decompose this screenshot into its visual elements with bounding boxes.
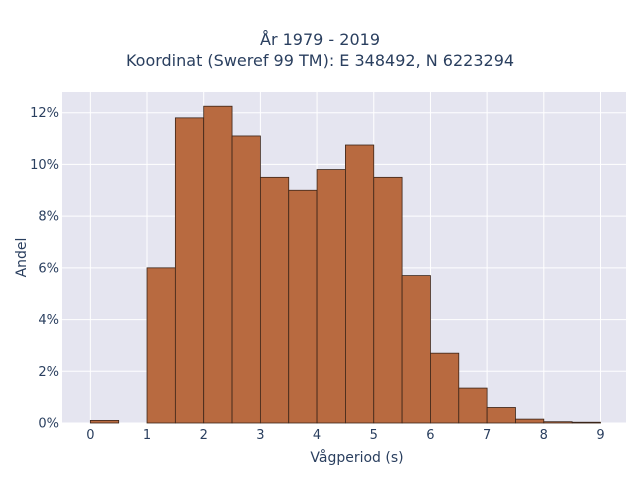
x-axis-ticks: 0 1 2 3 4 5 6 7 8 9 <box>86 428 604 443</box>
histogram-bar <box>203 105 233 424</box>
histogram-bar <box>515 418 545 424</box>
chart-title-line-1: År 1979 - 2019 <box>260 30 380 49</box>
x-tick-label: 5 <box>370 428 378 443</box>
bars <box>89 105 601 424</box>
histogram-bar <box>231 135 261 424</box>
histogram-bar <box>316 169 346 424</box>
histogram-bar <box>259 176 290 424</box>
y-axis-ticks: 0% 2% 4% 6% 8% 10% 12% <box>30 106 59 431</box>
x-tick-label: 4 <box>313 428 321 443</box>
x-tick-label: 7 <box>483 428 491 443</box>
histogram-bar <box>430 352 460 424</box>
histogram-bar <box>345 144 375 424</box>
histogram-bar <box>174 117 205 424</box>
histogram-bar <box>401 275 431 424</box>
histogram-bar <box>288 189 318 424</box>
y-tick-label: 8% <box>38 210 59 225</box>
histogram-bar <box>146 267 176 424</box>
histogram-bar <box>458 387 488 424</box>
histogram-bar <box>543 421 573 424</box>
x-tick-label: 0 <box>86 428 94 443</box>
x-tick-label: 1 <box>143 428 151 443</box>
x-tick-label: 8 <box>540 428 548 443</box>
histogram-bar <box>571 421 601 424</box>
y-tick-label: 10% <box>30 158 59 173</box>
histogram-bar <box>486 407 516 424</box>
histogram-bar <box>373 176 403 424</box>
x-tick-label: 3 <box>256 428 264 443</box>
y-tick-label: 12% <box>30 106 59 121</box>
histogram-bar <box>89 420 120 424</box>
x-tick-label: 6 <box>426 428 434 443</box>
x-axis-label: Vågperiod (s) <box>310 449 403 466</box>
y-tick-label: 0% <box>38 417 59 432</box>
y-tick-label: 4% <box>38 313 59 328</box>
y-tick-label: 6% <box>38 261 59 276</box>
y-tick-label: 2% <box>38 365 59 380</box>
y-axis-label: Andel <box>14 238 30 278</box>
chart-title-line-2: Koordinat (Sweref 99 TM): E 348492, N 62… <box>125 51 515 70</box>
x-tick-label: 2 <box>200 428 208 443</box>
x-tick-label: 9 <box>596 428 604 443</box>
